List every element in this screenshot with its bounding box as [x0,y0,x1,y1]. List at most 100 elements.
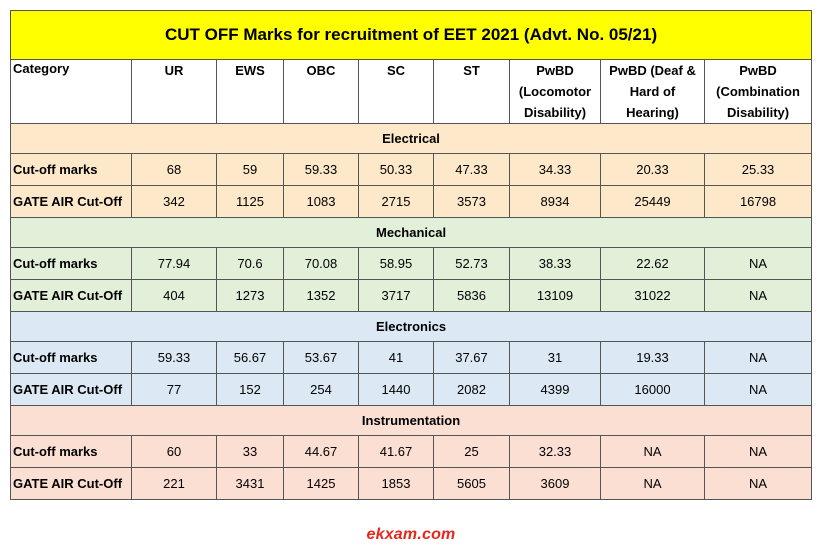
cell: 25449 [600,185,705,218]
cutoff-table: CUT OFF Marks for recruitment of EET 202… [9,10,813,500]
row-label: GATE AIR Cut-Off [10,279,132,312]
row-label: GATE AIR Cut-Off [10,373,132,406]
cell: 25.33 [703,153,813,186]
cell: 16798 [703,185,813,218]
cell: 1273 [216,279,284,312]
header-pwbd-deaf: PwBD (Deaf & Hard of Hearing) [600,59,705,124]
cell: 77 [131,373,217,406]
row-label: Cut-off marks [10,341,132,374]
cell: 68 [131,153,217,186]
cell: 152 [216,373,284,406]
cell: 32.33 [509,435,601,468]
cell: 13109 [509,279,601,312]
row-label: GATE AIR Cut-Off [10,185,132,218]
cell: 59.33 [283,153,359,186]
section-row-mechanical: Mechanical [9,217,813,248]
cell: 1440 [358,373,434,406]
cell: 33 [216,435,284,468]
row-label: Cut-off marks [10,153,132,186]
cell: 77.94 [131,247,217,280]
cell: 3431 [216,467,284,500]
header-sc: SC [358,59,434,124]
watermark-logo: ekxam.com [366,526,456,543]
table-row: Cut-off marks 77.94 70.6 70.08 58.95 52.… [10,247,813,280]
cell: 38.33 [509,247,601,280]
cell: 34.33 [509,153,601,186]
section-title: Instrumentation [9,405,813,436]
header-pwbd-locomotor: PwBD (Locomotor Disability) [509,59,601,124]
section-row-instrumentation: Instrumentation [9,405,813,436]
cell: 342 [131,185,217,218]
cell: 70.6 [216,247,284,280]
row-label: Cut-off marks [10,247,132,280]
cell: 20.33 [600,153,705,186]
cell: 221 [131,467,217,500]
cell: 41.67 [358,435,434,468]
cell: 3609 [509,467,601,500]
header-st: ST [433,59,510,124]
header-pwbd-combination: PwBD (Combination Disability) [703,59,813,124]
section-title: Electronics [9,311,813,342]
section-row-electronics: Electronics [9,311,813,342]
cell: 4399 [509,373,601,406]
cell: 25 [433,435,510,468]
cell: 1125 [216,185,284,218]
cell: 31 [509,341,601,374]
cell: 1853 [358,467,434,500]
cell: 19.33 [600,341,705,374]
cell: 1352 [283,279,359,312]
cell: 16000 [600,373,705,406]
cell: 50.33 [358,153,434,186]
cell: 52.73 [433,247,510,280]
section-row-electrical: Electrical [9,123,813,154]
cell: NA [600,435,705,468]
cell: 5605 [433,467,510,500]
cell: 404 [131,279,217,312]
cell: 2082 [433,373,510,406]
section-title: Mechanical [9,217,813,248]
cell: 2715 [358,185,434,218]
table-row: GATE AIR Cut-Off 221 3431 1425 1853 5605… [10,467,813,500]
cell: 254 [283,373,359,406]
cell: 58.95 [358,247,434,280]
header-obc: OBC [283,59,359,124]
cell: 41 [358,341,434,374]
section-title: Electrical [9,123,813,154]
cell: NA [703,279,813,312]
table-row: GATE AIR Cut-Off 342 1125 1083 2715 3573… [10,185,813,218]
title-row: CUT OFF Marks for recruitment of EET 202… [9,10,813,60]
cell: 1425 [283,467,359,500]
cell: 8934 [509,185,601,218]
cell: 47.33 [433,153,510,186]
cell: NA [703,435,813,468]
cell: 60 [131,435,217,468]
cell: 44.67 [283,435,359,468]
cell: 3573 [433,185,510,218]
cell: 3717 [358,279,434,312]
cell: NA [703,341,813,374]
cell: 37.67 [433,341,510,374]
cell: 1083 [283,185,359,218]
table-title: CUT OFF Marks for recruitment of EET 202… [9,10,813,60]
table-row: Cut-off marks 59.33 56.67 53.67 41 37.67… [10,341,813,374]
table-row: GATE AIR Cut-Off 77 152 254 1440 2082 43… [10,373,813,406]
cell: NA [600,467,705,500]
header-ews: EWS [216,59,284,124]
cell: NA [703,467,813,500]
cell: 31022 [600,279,705,312]
row-label: GATE AIR Cut-Off [10,467,132,500]
cell: 56.67 [216,341,284,374]
header-category: Category [10,59,132,124]
cell: 53.67 [283,341,359,374]
cell: 70.08 [283,247,359,280]
header-row: Category UR EWS OBC SC ST PwBD (Locomoto… [10,59,813,124]
header-ur: UR [131,59,217,124]
cell: 59.33 [131,341,217,374]
row-label: Cut-off marks [10,435,132,468]
table-row: Cut-off marks 68 59 59.33 50.33 47.33 34… [10,153,813,186]
table-row: GATE AIR Cut-Off 404 1273 1352 3717 5836… [10,279,813,312]
cell: NA [703,247,813,280]
cell: 5836 [433,279,510,312]
table-row: Cut-off marks 60 33 44.67 41.67 25 32.33… [10,435,813,468]
cell: 22.62 [600,247,705,280]
